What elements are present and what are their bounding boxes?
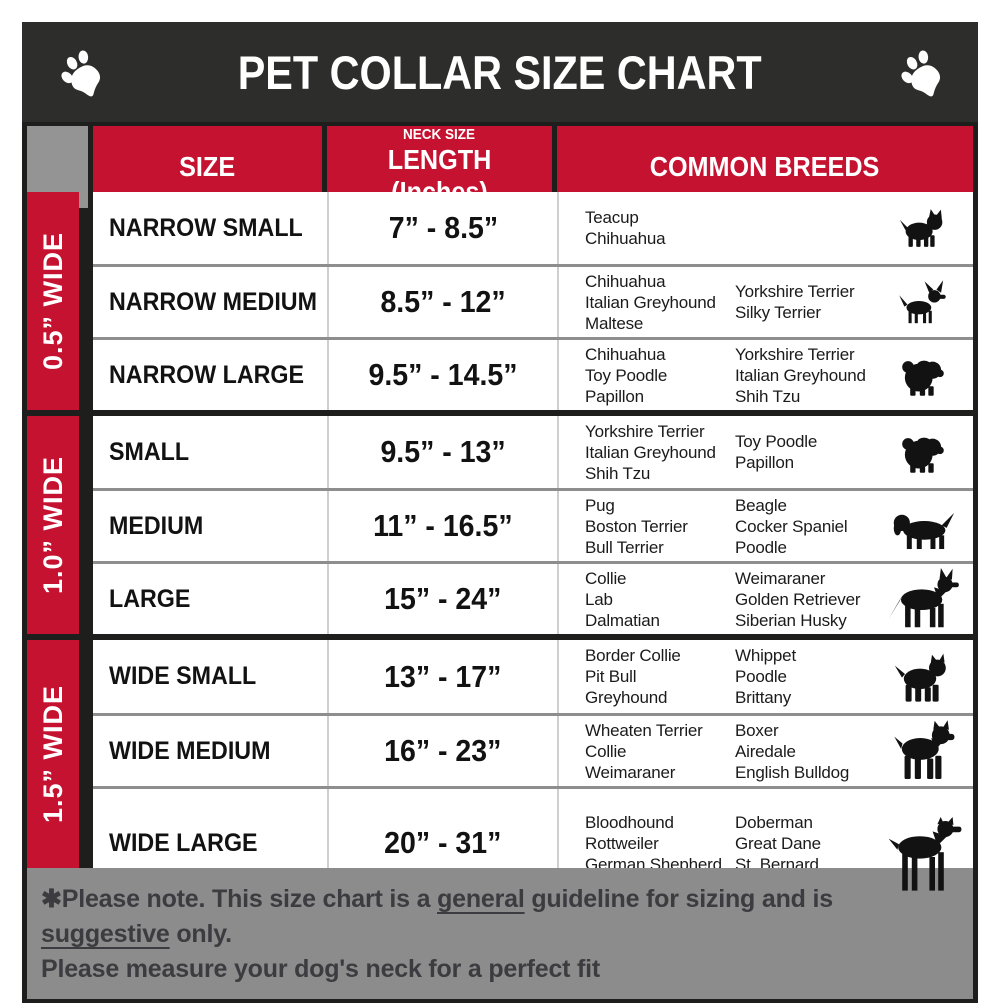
breeds-cell: Pug Boston Terrier Bull Terrier Beagle Cock… <box>557 491 973 561</box>
breed-column-2: Yorkshire Terrier Silky Terrier <box>735 282 855 322</box>
breed-column-1: Chihuahua Italian Greyhound Maltese <box>585 271 716 333</box>
length-cell: 7” - 8.5” <box>327 192 557 264</box>
breed-column-1: Bloodhound Rottweiler German Shepherd <box>585 812 722 874</box>
breed-column-1: Chihuahua Toy Poodle Papillon <box>585 344 668 406</box>
table-row: NARROW SMALL 7” - 8.5” Teacup Chihuahua <box>93 192 973 264</box>
length-cell: 15” - 24” <box>327 564 557 634</box>
header-neck-size: NECK SIZE LENGTH (Inches) <box>327 126 552 208</box>
breed-column-2: Weimaraner Golden Retriever Siberian Husky <box>735 568 861 630</box>
breed-column-1: Yorkshire Terrier Italian Greyhound Shih T… <box>585 421 716 483</box>
breed-column-2: Doberman Great Dane St. Bernard <box>735 812 821 874</box>
doberman-icon <box>875 803 971 911</box>
breeds-cell: Teacup Chihuahua <box>557 192 973 264</box>
table-row: WIDE MEDIUM 16” - 23” Wheaten Terrier Col… <box>93 713 973 786</box>
table-row: WIDE LARGE 20” - 31” Bloodhound Rottweile… <box>93 786 973 897</box>
length-cell: 9.5” - 13” <box>327 416 557 488</box>
size-cell: LARGE <box>109 584 191 613</box>
breeds-cell: Yorkshire Terrier Italian Greyhound Shih T… <box>557 416 973 488</box>
breed-column-2: Whippet Poodle Brittany <box>735 646 796 707</box>
length-cell: 8.5” - 12” <box>327 267 557 337</box>
shepherd-icon <box>881 568 965 630</box>
breeds-cell: Border Collie Pit Bull Greyhound Whippet Po… <box>557 640 973 713</box>
breed-column-1: Border Collie Pit Bull Greyhound <box>585 646 681 707</box>
breeds-cell: Collie Lab Dalmatian Weimaraner Golden Retr… <box>557 564 973 634</box>
breed-column-2: Boxer Airedale English Bulldog <box>735 720 850 782</box>
table-row: LARGE 15” - 24” Collie Lab Dalmatian Weima… <box>93 561 973 634</box>
size-cell: WIDE SMALL <box>109 662 257 690</box>
table-header-row: SIZE NECK SIZE LENGTH (Inches) COMMON BR… <box>27 126 973 208</box>
pet-collar-size-chart: PET COLLAR SIZE CHART SIZE NECK SIZE LEN… <box>22 22 978 1003</box>
size-cell: NARROW LARGE <box>109 360 305 389</box>
boxer-icon <box>882 716 964 786</box>
pit-bull-icon <box>887 647 959 707</box>
length-cell: 11” - 16.5” <box>327 491 557 561</box>
footer-line-2: Please measure your dog's neck for a per… <box>41 955 601 983</box>
title-bar: PET COLLAR SIZE CHART <box>22 22 978 122</box>
breed-column-1: Pug Boston Terrier Bull Terrier <box>585 495 688 557</box>
breed-column-2: Beagle Cocker Spaniel Poodle <box>735 495 848 557</box>
size-cell: WIDE LARGE <box>109 828 258 857</box>
breed-column-2: Yorkshire Terrier Italian Greyhound Shih T… <box>735 344 866 406</box>
size-cell: WIDE MEDIUM <box>109 736 271 765</box>
breed-column-2: Toy Poodle Papillon <box>735 432 818 472</box>
breed-column-1: Collie Lab Dalmatian <box>585 568 660 630</box>
breed-column-1: Teacup Chihuahua <box>585 208 666 248</box>
size-cell: NARROW SMALL <box>109 213 303 242</box>
table-row: SMALL 9.5” - 13” Yorkshire Terrier Italia… <box>93 416 973 488</box>
dachshund-icon <box>883 498 963 554</box>
table-row: MEDIUM 11” - 16.5” Pug Boston Terrier Bull… <box>93 488 973 561</box>
breeds-cell: Chihuahua Toy Poodle Papillon Yorkshire Te… <box>557 340 973 410</box>
group-width-label: 1.5” WIDE <box>27 640 88 868</box>
table-row: WIDE SMALL 13” - 17” Border Collie Pit Bu… <box>93 640 973 713</box>
breed-column-1: Wheaten Terrier Collie Weimaraner <box>585 720 703 782</box>
footer-line-1: ✱Please note. This size chart is a gener… <box>41 885 833 948</box>
page-title: PET COLLAR SIZE CHART <box>238 45 762 99</box>
group-width-label: 1.0” WIDE <box>27 416 88 634</box>
chihuahua-icon <box>892 276 954 328</box>
size-cell: MEDIUM <box>109 511 204 540</box>
group-width-label: 0.5” WIDE <box>27 192 88 410</box>
length-cell: 16” - 23” <box>327 716 557 786</box>
yorkshire-terrier-icon <box>894 204 952 252</box>
size-cell: NARROW MEDIUM <box>109 287 317 316</box>
length-cell: 9.5” - 14.5” <box>327 340 557 410</box>
width-group-0-5: 0.5” WIDE NARROW SMALL 7” - 8.5” Teacup C… <box>27 192 973 410</box>
width-group-1-0: 1.0” WIDE SMALL 9.5” - 13” Yorkshire Ter… <box>27 416 973 634</box>
width-group-1-5: 1.5” WIDE WIDE SMALL 13” - 17” Border Co… <box>27 640 973 897</box>
footer-note: ✱Please note. This size chart is a gener… <box>27 868 973 999</box>
size-cell: SMALL <box>109 437 190 466</box>
breeds-cell: Wheaten Terrier Collie Weimaraner Boxer Air… <box>557 716 973 786</box>
table-row: NARROW LARGE 9.5” - 14.5” Chihuahua Toy P… <box>93 337 973 410</box>
breeds-cell: Chihuahua Italian Greyhound Maltese Yorksh… <box>557 267 973 337</box>
table-row: NARROW MEDIUM 8.5” - 12” Chihuahua Italia… <box>93 264 973 337</box>
shih-tzu-icon <box>891 348 955 402</box>
length-cell: 20” - 31” <box>327 789 557 897</box>
shih-tzu-icon <box>891 425 955 479</box>
length-cell: 13” - 17” <box>327 640 557 713</box>
